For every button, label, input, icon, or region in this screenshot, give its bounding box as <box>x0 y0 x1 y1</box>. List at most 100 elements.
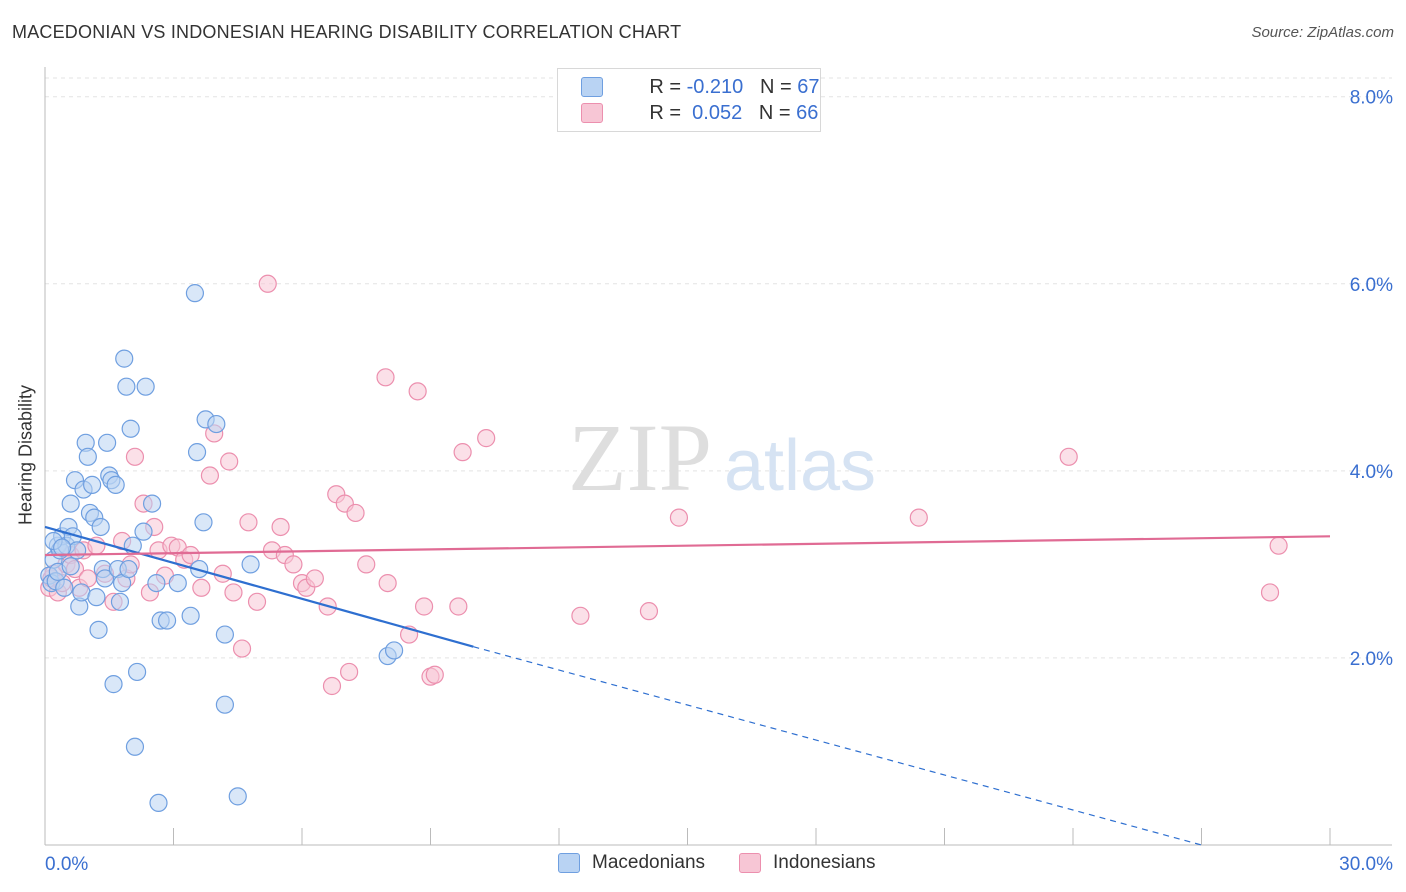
macedonian-point <box>121 419 140 438</box>
macedonian-point <box>127 662 147 682</box>
indonesian-point <box>239 513 258 532</box>
macedonians-trend-line <box>44 525 474 648</box>
indonesians-trend-line <box>44 535 1331 557</box>
macedonian-point <box>83 475 102 494</box>
indonesian-point <box>571 606 590 625</box>
indonesian-point <box>232 639 252 658</box>
series-legend: Macedonians Indonesians <box>558 852 910 874</box>
indonesian-point <box>378 573 397 593</box>
indonesian-point <box>305 569 324 588</box>
macedonian-point <box>119 559 138 579</box>
y-tick-label: 8.0% <box>1350 88 1393 109</box>
macedonian-point <box>72 583 91 602</box>
indonesian-point <box>376 368 395 387</box>
legend-r-label: R = <box>649 75 687 98</box>
indonesian-point <box>1269 536 1288 555</box>
macedonian-point <box>384 641 404 660</box>
indonesian-point <box>271 517 290 537</box>
macedonian-point <box>149 793 168 813</box>
macedonian-point <box>136 377 155 396</box>
macedonian-point <box>147 573 166 593</box>
indonesian-point <box>1059 447 1078 466</box>
macedonian-point <box>134 522 153 541</box>
macedonian-point <box>104 675 123 694</box>
indonesian-point <box>224 583 243 602</box>
indonesian-point <box>357 555 376 574</box>
legend-label-indonesians: Indonesians <box>773 852 876 873</box>
indonesian-point <box>425 665 444 684</box>
legend-n-value: 67 <box>797 75 820 98</box>
indonesian-point <box>453 443 472 462</box>
indonesian-point <box>909 508 928 527</box>
indonesian-point <box>1260 583 1280 602</box>
macedonian-point <box>55 578 74 597</box>
macedonian-point <box>181 606 200 625</box>
legend-n-value: 66 <box>796 101 819 124</box>
y-axis-label: Hearing Disability <box>15 384 36 526</box>
legend-r-value: 0.052 <box>686 101 743 124</box>
y-tick-label: 2.0% <box>1350 649 1393 670</box>
macedonian-point <box>98 433 117 452</box>
macedonian-point <box>89 620 108 639</box>
legend-item-indonesians[interactable]: Indonesians <box>739 852 876 874</box>
correlation-legend: R = -0.210 N = 67 R = 0.052 N = 66 <box>557 68 821 132</box>
trend-lines <box>44 525 1331 846</box>
macedonian-point <box>110 592 130 611</box>
y-tick-labels: 2.0% 4.0% 6.0% 8.0% <box>1350 88 1393 670</box>
indonesian-point <box>414 597 434 616</box>
macedonian-point <box>241 555 260 574</box>
macedonian-point <box>91 517 110 537</box>
indonesian-point <box>220 452 239 471</box>
indonesian-point <box>449 597 468 616</box>
legend-swatch-pink <box>739 853 762 873</box>
indonesian-point <box>669 508 689 527</box>
macedonian-point <box>207 414 226 434</box>
axes <box>44 67 1392 846</box>
indonesian-point <box>340 662 359 682</box>
legend-row-macedonians: R = -0.210 N = 67 <box>581 74 820 100</box>
macedonian-point <box>87 588 106 607</box>
indonesian-point <box>247 592 267 611</box>
indonesian-point <box>346 503 365 523</box>
macedonian-point <box>53 538 72 557</box>
y-tick-label: 4.0% <box>1350 462 1393 483</box>
macedonian-point <box>215 625 234 644</box>
macedonian-point <box>61 494 80 513</box>
macedonian-point <box>142 494 162 513</box>
legend-label-macedonians: Macedonians <box>592 852 706 873</box>
macedonian-point <box>187 443 207 462</box>
indonesian-point <box>408 382 427 401</box>
legend-r-label: R = <box>649 101 687 124</box>
indonesian-point <box>181 545 200 565</box>
macedonian-point <box>168 573 187 593</box>
macedonian-point <box>68 541 87 560</box>
indonesian-point <box>200 466 220 485</box>
chart-title: MACEDONIAN VS INDONESIAN HEARING DISABIL… <box>12 22 682 42</box>
indonesian-point <box>125 447 145 466</box>
x-tick-label: 30.0% <box>1339 854 1393 875</box>
indonesian-point <box>213 564 232 583</box>
macedonian-point <box>78 447 97 466</box>
macedonian-point <box>228 787 247 806</box>
macedonian-point <box>125 737 145 756</box>
legend-item-macedonians[interactable]: Macedonians <box>558 852 705 874</box>
legend-row-indonesians: R = 0.052 N = 66 <box>581 100 819 126</box>
legend-n-label: N = <box>758 101 797 124</box>
macedonian-point <box>106 475 125 494</box>
macedonian-point <box>157 611 177 630</box>
source-label: Source: ZipAtlas.com <box>1251 24 1394 41</box>
legend-swatch-blue <box>558 853 580 873</box>
legend-swatch-blue <box>581 77 603 97</box>
macedonian-point <box>117 377 136 396</box>
macedonian-point <box>115 349 134 368</box>
macedonian-point <box>194 513 213 532</box>
macedonian-point <box>215 695 234 714</box>
x-tick-labels: 0.0% 30.0% <box>45 854 1393 875</box>
indonesian-point <box>284 555 303 574</box>
macedonian-point <box>61 557 80 576</box>
macedonians-trend-extension <box>473 646 1202 846</box>
legend-r-value: -0.210 <box>686 75 744 98</box>
macedonian-point <box>95 569 115 588</box>
indonesian-point <box>192 578 211 597</box>
x-tick-label: 0.0% <box>45 854 88 875</box>
